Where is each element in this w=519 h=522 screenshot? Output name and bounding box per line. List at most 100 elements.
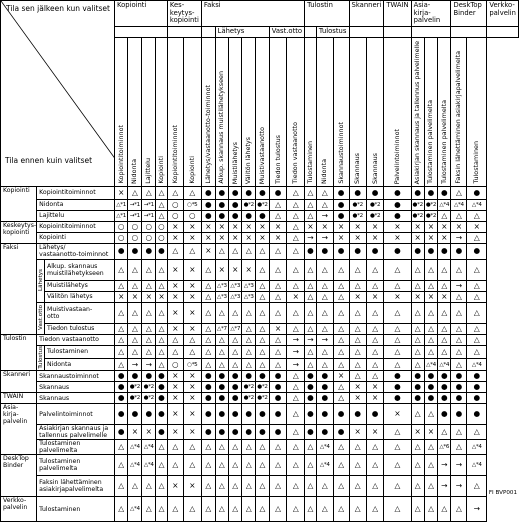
column-group-header: TWAIN (383, 0, 412, 27)
compat-cell: △ (437, 258, 452, 281)
compat-cell: △ (228, 242, 243, 260)
compat-cell: △ (348, 370, 367, 383)
compat-cell: △ (113, 322, 129, 335)
compat-cell: △ (315, 279, 334, 292)
column-header-label: Tulostaminen palvelimelta (439, 99, 448, 184)
row-label: Skannaus (36, 381, 115, 394)
compat-cell: ● (113, 242, 129, 260)
compat-cell: △ (332, 290, 350, 303)
compat-cell: △ (141, 258, 157, 281)
compat-cell: × (182, 403, 202, 426)
compat-cell: △ (228, 475, 243, 498)
column-header-label: Tiedon tulostus (273, 134, 282, 184)
compat-cell: △ (286, 496, 306, 522)
column-header: Välitön lähetys (241, 36, 257, 187)
compat-cell: △ (466, 424, 488, 441)
compat-cell: △ (268, 439, 288, 456)
column-header-label: Faksin lähettäminen asiakirjapalvelimelt… (454, 51, 463, 184)
compat-cell: ● (268, 185, 288, 200)
compat-cell: △ (450, 301, 468, 324)
compat-cell: ○ (113, 231, 129, 244)
compat-cell: × (228, 231, 243, 244)
compat-cell: ●*2 (127, 381, 143, 394)
compat-cell: △ (127, 333, 143, 346)
compat-cell: ○ (141, 231, 157, 244)
blank-header-cell (450, 26, 488, 38)
row-group-label: Keskeytys- kopiointi (0, 220, 38, 244)
compat-cell: △ (437, 209, 452, 222)
column-header: Muistivastaanotto (255, 36, 270, 187)
compat-cell: ● (315, 392, 334, 405)
compat-cell: △ (228, 454, 243, 477)
compat-cell: ● (437, 242, 452, 260)
compat-cell: △ (332, 496, 350, 522)
column-header: Tiedon tulostus (268, 36, 288, 187)
compat-cell: △ (166, 439, 184, 456)
compat-cell: △ (315, 322, 334, 335)
table-row: Nidonta △ → → △ ○ ○*5 △ △ △ △ △ △ → △ △ △ △ △ △ △ △*4 △*4 △ △*4 (1, 357, 519, 372)
compat-cell: ● (437, 381, 452, 394)
compat-cell: △ (268, 209, 288, 222)
compat-cell: × (166, 475, 184, 498)
blank-header-cell (113, 26, 168, 38)
compat-cell: ● (423, 185, 439, 200)
compat-cell: × (182, 381, 202, 394)
compat-cell: △ (423, 322, 439, 335)
compat-cell: × (182, 370, 202, 383)
compat-cell: × (383, 231, 412, 244)
compat-cell: △ (383, 333, 412, 346)
compat-cell: × (166, 392, 184, 405)
compat-cell: △*4 (127, 496, 143, 522)
compat-cell: × (166, 322, 184, 335)
table-row: TWAIN Skannaus ● ●*2 ●*2 ● × × ● ● ● ●*2 ●*2 ● △ ● ● △ × × ●… (0, 392, 519, 405)
compat-cell: ● (155, 370, 168, 383)
compat-cell: × (113, 290, 129, 303)
compat-cell: ● (268, 370, 288, 383)
blank-header-cell (200, 26, 216, 38)
compat-cell: × (437, 290, 452, 303)
compat-cell: △ (155, 258, 168, 281)
compat-cell: △ (466, 322, 488, 335)
column-header-label: Nidonta (130, 158, 139, 184)
row-label: Asiakirjan skannaus ja tallennus palveli… (36, 424, 115, 441)
compat-cell: ● (383, 370, 412, 383)
compat-cell: ● (466, 392, 488, 405)
compat-cell: △ (348, 333, 367, 346)
row-label: Tulostaminen palvelimelta (36, 454, 115, 477)
compat-cell: × (228, 220, 243, 233)
compat-cell: ○ (166, 357, 184, 372)
compat-cell: ○ (127, 231, 143, 244)
compat-cell: △ (155, 439, 168, 456)
compat-cell: △ (268, 290, 288, 303)
compat-cell: × (315, 220, 334, 233)
compat-cell: ● (304, 424, 317, 441)
column-header-label: Asiakirjan skannaus ja tallennus palveli… (413, 40, 422, 184)
compat-cell: ● (332, 185, 350, 200)
row-group-label: Kopiointi (0, 185, 38, 222)
compat-cell: ● (332, 424, 350, 441)
compat-cell: △ (410, 301, 425, 324)
compat-cell: △ (332, 322, 350, 335)
compat-cell: △*7 (228, 322, 243, 335)
table-row: Vast.otto Muistivastaan- otto △ △ △ △ × × △ △ △ △ △ △… (1, 301, 519, 335)
compat-cell: △ (155, 333, 168, 346)
compat-cell: ● (315, 424, 334, 441)
compat-cell: × (437, 220, 452, 233)
compat-cell: ● (141, 242, 157, 260)
row-label: Nidonta (43, 357, 115, 372)
compat-cell: × (166, 231, 184, 244)
compat-cell: △ (200, 258, 216, 281)
row-label: Palvelintoiminnot (36, 403, 115, 426)
compat-cell: △ (200, 454, 216, 477)
column-header: Skannaus (365, 36, 385, 187)
blank-header-cell (348, 26, 385, 38)
compat-cell: △ (255, 279, 270, 292)
compat-cell: × (182, 258, 202, 281)
compat-cell: △ (410, 279, 425, 292)
compat-cell: × (423, 424, 439, 441)
compat-cell: △ (182, 185, 202, 200)
compat-cell: △ (365, 475, 385, 498)
compat-cell: △ (127, 301, 143, 324)
compat-cell: △ (286, 424, 306, 441)
compat-cell: × (255, 220, 270, 233)
